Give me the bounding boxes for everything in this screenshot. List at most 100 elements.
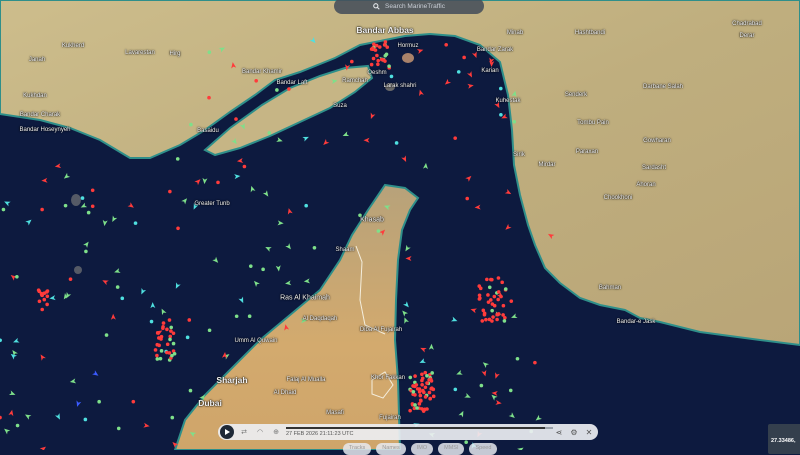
vessel-marker[interactable] (234, 117, 238, 121)
vessel-marker[interactable] (0, 338, 2, 343)
vessel-marker[interactable] (408, 408, 412, 413)
vessel-marker[interactable] (10, 349, 18, 357)
vessel-marker[interactable] (120, 296, 125, 301)
vessel-marker[interactable] (413, 403, 417, 407)
vessel-marker[interactable] (428, 377, 433, 381)
vessel-marker[interactable] (322, 138, 330, 147)
vessel-marker[interactable] (486, 300, 491, 304)
vessel-marker[interactable] (508, 388, 513, 393)
vessel-marker[interactable] (456, 70, 461, 74)
vessel-marker[interactable] (8, 390, 16, 397)
vessel-marker[interactable] (171, 331, 176, 336)
vessel-marker[interactable] (277, 220, 284, 226)
vessel-marker[interactable] (275, 265, 282, 272)
vessel-marker[interactable] (101, 278, 109, 286)
vessel-marker[interactable] (420, 407, 424, 411)
vessel-marker[interactable] (170, 415, 175, 420)
vessel-marker[interactable] (453, 136, 457, 140)
vessel-marker[interactable] (509, 299, 514, 303)
vessel-marker[interactable] (453, 387, 458, 392)
vessel-marker[interactable] (420, 372, 424, 377)
vessel-marker[interactable] (207, 50, 212, 54)
vessel-marker[interactable] (275, 88, 279, 92)
vessel-marker[interactable] (238, 296, 245, 305)
vessel-marker[interactable] (189, 430, 197, 438)
vessel-marker[interactable] (55, 413, 62, 421)
vessel-marker[interactable] (104, 333, 109, 337)
vessel-marker[interactable] (427, 390, 432, 395)
vessel-marker[interactable] (110, 313, 116, 320)
vessel-marker[interactable] (41, 177, 48, 183)
vessel-marker[interactable] (159, 349, 164, 353)
vessel-marker[interactable] (247, 314, 252, 319)
vessel-marker[interactable] (165, 342, 170, 347)
vessel-marker[interactable] (249, 185, 256, 193)
vessel-marker[interactable] (158, 356, 163, 361)
share-button[interactable]: ⋖ (553, 426, 565, 438)
settings-button[interactable]: ⚙ (568, 426, 580, 438)
vessel-marker[interactable] (80, 196, 85, 200)
vessel-marker[interactable] (492, 294, 497, 299)
vessel-marker[interactable] (381, 58, 386, 62)
vessel-marker[interactable] (75, 400, 82, 407)
vessel-marker[interactable] (495, 312, 500, 317)
vessel-marker[interactable] (191, 203, 199, 211)
vessel-marker[interactable] (490, 308, 494, 313)
vessel-marker[interactable] (488, 57, 495, 65)
vessel-marker[interactable] (467, 83, 474, 89)
vessel-marker[interactable] (3, 199, 11, 207)
vessel-marker[interactable] (382, 43, 387, 47)
chip-speed[interactable]: Speed (469, 443, 498, 455)
vessel-marker[interactable] (430, 371, 434, 375)
vessel-marker[interactable] (9, 352, 17, 360)
vessel-marker[interactable] (515, 356, 520, 361)
vessel-marker[interactable] (371, 46, 375, 50)
vessel-marker[interactable] (402, 316, 409, 324)
vessel-marker[interactable] (412, 384, 417, 389)
vessel-marker[interactable] (300, 318, 307, 324)
vessel-marker[interactable] (153, 348, 158, 352)
vessel-marker[interactable] (418, 358, 426, 365)
vessel-marker[interactable] (155, 357, 160, 361)
vessel-marker[interactable] (37, 289, 41, 294)
vessel-marker[interactable] (159, 308, 167, 316)
vessel-marker[interactable] (90, 188, 95, 193)
vessel-marker[interactable] (216, 180, 220, 185)
vessel-marker[interactable] (417, 402, 422, 406)
vessel-marker[interactable] (491, 315, 495, 319)
vessel-marker[interactable] (477, 293, 482, 298)
vessel-marker[interactable] (481, 360, 490, 368)
vessel-marker[interactable] (155, 331, 160, 335)
vessel-marker[interactable] (465, 174, 473, 182)
vessel-marker[interactable] (533, 360, 537, 365)
vessel-marker[interactable] (218, 45, 227, 53)
vessel-marker[interactable] (464, 440, 468, 445)
vessel-marker[interactable] (302, 135, 309, 142)
vessel-marker[interactable] (185, 335, 190, 340)
vessel-marker[interactable] (420, 382, 424, 387)
vessel-marker[interactable] (150, 302, 156, 309)
vessel-marker[interactable] (242, 164, 247, 169)
vessel-marker[interactable] (143, 422, 150, 429)
vessel-marker[interactable] (239, 122, 247, 130)
vessel-marker[interactable] (500, 113, 508, 121)
vessel-marker[interactable] (496, 297, 500, 302)
vessel-marker[interactable] (400, 309, 409, 317)
vessel-marker[interactable] (159, 334, 164, 339)
vessel-marker[interactable] (212, 256, 220, 265)
vessel-marker[interactable] (169, 325, 174, 330)
vessel-marker[interactable] (168, 337, 172, 342)
vessel-marker[interactable] (172, 352, 177, 356)
vessel-marker[interactable] (171, 341, 176, 346)
vessel-marker[interactable] (512, 120, 517, 124)
vessel-marker[interactable] (418, 398, 423, 403)
vessel-marker[interactable] (417, 387, 422, 391)
vessel-marker[interactable] (167, 318, 172, 322)
vessel-marker[interactable] (342, 131, 350, 138)
vessel-marker[interactable] (230, 62, 237, 69)
vessel-marker[interactable] (40, 207, 44, 212)
vessel-marker[interactable] (174, 282, 181, 290)
vessel-marker[interactable] (474, 204, 481, 210)
vessel-marker[interactable] (405, 256, 412, 262)
vessel-marker[interactable] (481, 369, 487, 377)
